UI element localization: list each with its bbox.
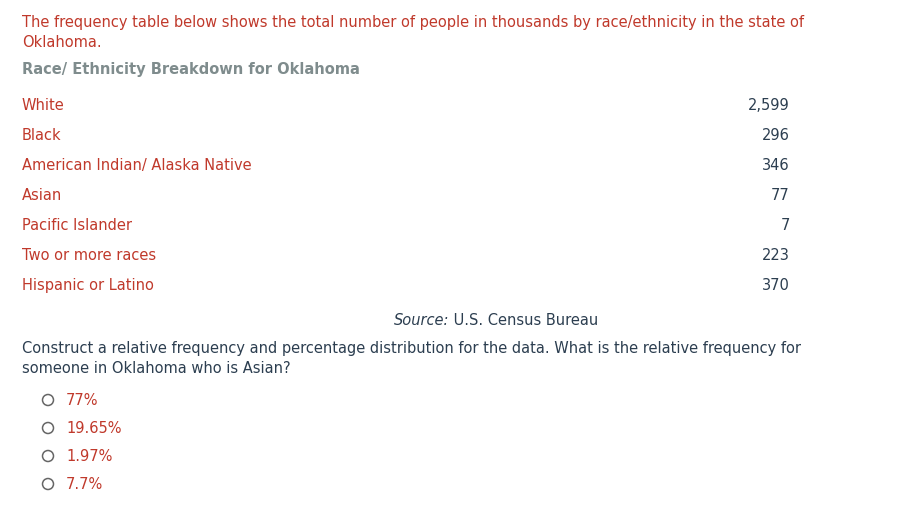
Text: American Indian/ Alaska Native: American Indian/ Alaska Native [22, 158, 252, 173]
Text: 19.65%: 19.65% [66, 421, 121, 436]
Text: 77%: 77% [66, 393, 99, 408]
Text: 7.7%: 7.7% [66, 477, 103, 492]
Text: White: White [22, 98, 65, 113]
Text: 296: 296 [762, 128, 790, 143]
Text: Hispanic or Latino: Hispanic or Latino [22, 278, 154, 293]
Text: 346: 346 [762, 158, 790, 173]
Text: 7: 7 [780, 218, 790, 233]
Text: Oklahoma.: Oklahoma. [22, 35, 102, 50]
Text: The frequency table below shows the total number of people in thousands by race/: The frequency table below shows the tota… [22, 15, 804, 30]
Text: Black: Black [22, 128, 62, 143]
Text: U.S. Census Bureau: U.S. Census Bureau [449, 313, 598, 328]
Text: Race/ Ethnicity Breakdown for Oklahoma: Race/ Ethnicity Breakdown for Oklahoma [22, 62, 360, 77]
Text: Construct a relative frequency and percentage distribution for the data. What is: Construct a relative frequency and perce… [22, 341, 801, 356]
Text: Two or more races: Two or more races [22, 248, 156, 263]
Text: Source:: Source: [394, 313, 449, 328]
Text: Asian: Asian [22, 188, 62, 203]
Text: 2,599: 2,599 [748, 98, 790, 113]
Text: Pacific Islander: Pacific Islander [22, 218, 132, 233]
Text: 77: 77 [771, 188, 790, 203]
Text: someone in Oklahoma who is Asian?: someone in Oklahoma who is Asian? [22, 361, 290, 376]
Text: 370: 370 [762, 278, 790, 293]
Text: 223: 223 [762, 248, 790, 263]
Text: 1.97%: 1.97% [66, 449, 112, 464]
